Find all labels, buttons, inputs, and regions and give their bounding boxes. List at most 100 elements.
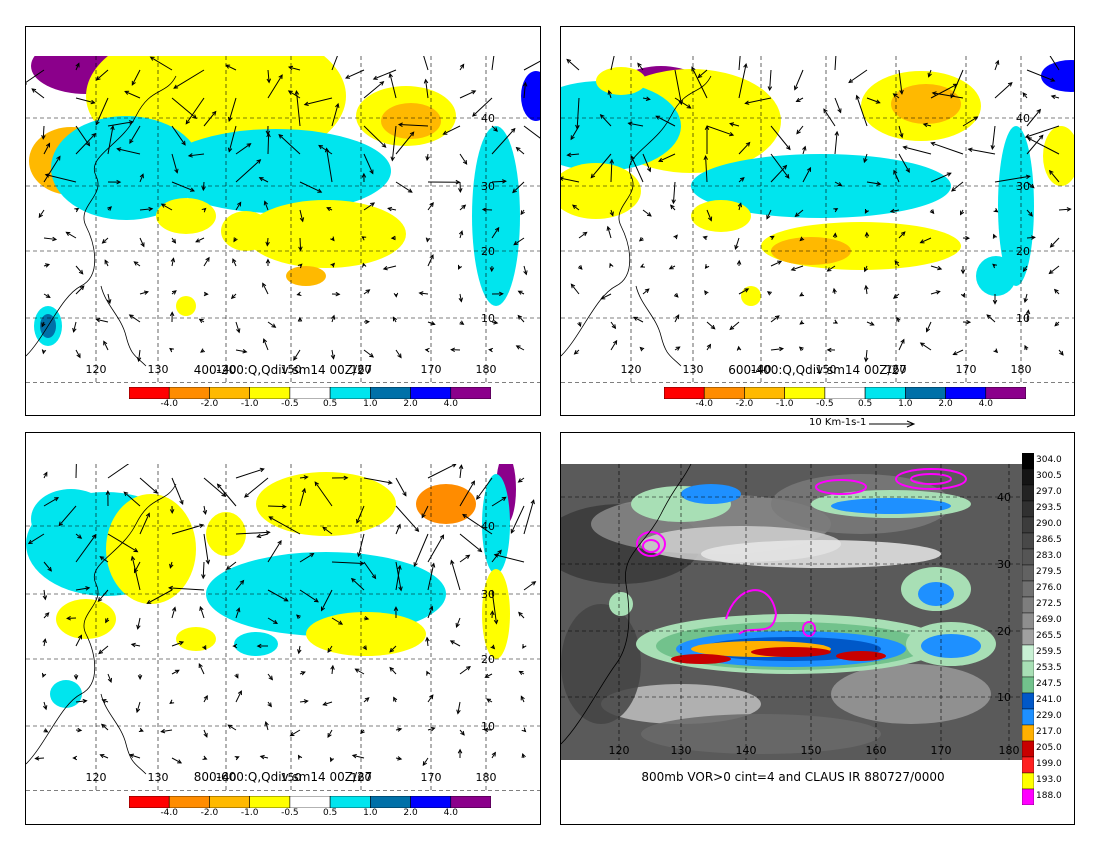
panel-q-400-200: 120 130 140 150 160 170 180 10 20 30 40 400-200:Q,… — [25, 26, 541, 416]
wind-vector — [610, 339, 618, 351]
wind-vector — [294, 89, 301, 127]
colorbar-swatch — [249, 387, 291, 399]
wind-vector — [299, 475, 309, 480]
wind-vector — [297, 316, 303, 323]
wind-vector — [691, 66, 708, 99]
wind-vector — [1026, 108, 1042, 127]
q-divergence-map: 120 130 140 150 160 170 180 10 20 30 40 — [26, 56, 540, 383]
colorbar-tick-label: -1.0 — [775, 399, 794, 409]
wind-vector — [1022, 92, 1028, 99]
wind-vector — [149, 56, 173, 71]
wind-vector — [570, 283, 580, 295]
wind-vector — [703, 155, 709, 183]
colorbar-swatch — [129, 796, 170, 808]
wind-vector — [131, 69, 141, 86]
wind-vector — [894, 260, 900, 267]
wind-vector — [893, 169, 900, 183]
wind-vector — [75, 132, 97, 155]
colorbar-tick-label: -0.5 — [281, 399, 299, 409]
coastline — [26, 483, 177, 775]
wind-vector — [171, 125, 186, 146]
wind-vector — [1048, 265, 1060, 275]
q-divergence-contour-fill — [741, 286, 761, 306]
latitude-tick-label: 30 — [1016, 180, 1030, 193]
longitude-tick-label: 120 — [86, 771, 107, 784]
panel-caption: 800-600:Q,Qdiv sm14 00Z/27 — [193, 770, 373, 784]
ir-brightness-region — [831, 664, 991, 724]
wind-vector — [393, 696, 398, 703]
wind-vector — [265, 237, 270, 247]
wind-vector — [75, 349, 81, 359]
wind-vector — [42, 638, 47, 647]
wind-vector — [674, 314, 680, 323]
wind-vector — [491, 496, 507, 507]
wind-vector — [363, 561, 377, 580]
wind-vector — [173, 69, 205, 89]
wind-vector — [702, 235, 708, 241]
colorbar-swatch — [209, 796, 250, 808]
wind-vector — [738, 288, 750, 295]
q-divergence-contour-fill — [221, 211, 271, 251]
longitude-tick-label: 170 — [931, 744, 952, 757]
wind-vector — [303, 97, 333, 107]
wind-vector — [363, 349, 375, 358]
wind-vector — [262, 338, 269, 351]
wind-vector — [521, 727, 527, 733]
wind-vector — [590, 153, 612, 179]
wind-vector — [1050, 94, 1060, 100]
wind-vector — [202, 755, 208, 760]
wind-vector — [392, 316, 398, 323]
wind-vector — [929, 209, 935, 215]
wind-vector — [185, 97, 205, 125]
wind-vector — [318, 144, 333, 155]
wind-vector — [962, 319, 972, 325]
wind-vector — [293, 349, 301, 361]
wind-vector — [766, 291, 772, 296]
q-divergence-contour-fill — [561, 81, 681, 171]
wind-vector — [729, 321, 740, 331]
ir-colorbar-tick-label: 283.0 — [1036, 551, 1062, 561]
wind-vector — [642, 96, 651, 101]
wind-vector — [697, 69, 708, 79]
cloud-cluster — [671, 654, 731, 664]
colorbar-tick-label: -2.0 — [735, 399, 754, 409]
wind-vector — [673, 234, 678, 240]
wind-vector — [263, 200, 269, 211]
wind-vector — [357, 533, 365, 558]
wind-vector — [770, 315, 780, 323]
wind-vector — [523, 499, 535, 535]
wind-vector — [327, 729, 333, 738]
wind-vector — [256, 643, 269, 649]
ir-brightness-region — [701, 540, 941, 568]
wind-vector — [442, 125, 461, 135]
wind-vector — [930, 141, 964, 155]
q-divergence-contour-fill — [106, 494, 196, 604]
cloud-cluster — [836, 651, 886, 661]
wind-vector — [959, 209, 965, 216]
wind-vector — [232, 258, 237, 267]
latitude-tick-label: 10 — [481, 312, 495, 325]
ir-colorbar-swatch — [1022, 484, 1034, 502]
wind-vector — [354, 668, 365, 675]
wind-vector — [101, 237, 109, 244]
q-divergence-contour-fill — [176, 627, 216, 651]
wind-vector — [299, 209, 305, 223]
wind-vector — [738, 62, 748, 99]
q-divergence-contour-fill — [416, 484, 476, 524]
wind-vector — [171, 181, 195, 192]
wind-vector — [356, 505, 365, 524]
longitude-tick-label: 120 — [86, 363, 107, 376]
wind-vector — [1049, 237, 1060, 248]
wind-vector — [994, 174, 1031, 183]
colorbar-swatch — [450, 387, 491, 399]
wind-vector — [736, 345, 742, 351]
wind-vector — [43, 612, 50, 619]
ir-colorbar-swatch — [1022, 644, 1034, 662]
longitude-tick-label: 140 — [216, 771, 237, 784]
wind-vector — [770, 346, 785, 352]
q-divergence-contour-fill — [56, 599, 116, 639]
wind-vector — [456, 701, 461, 715]
ir-colorbar-swatch — [1022, 724, 1034, 742]
ir-colorbar-swatch — [1022, 660, 1034, 678]
ir-brightness-map: 120 130 140 150 160 170 180 10 20 30 40 — [561, 464, 1025, 760]
